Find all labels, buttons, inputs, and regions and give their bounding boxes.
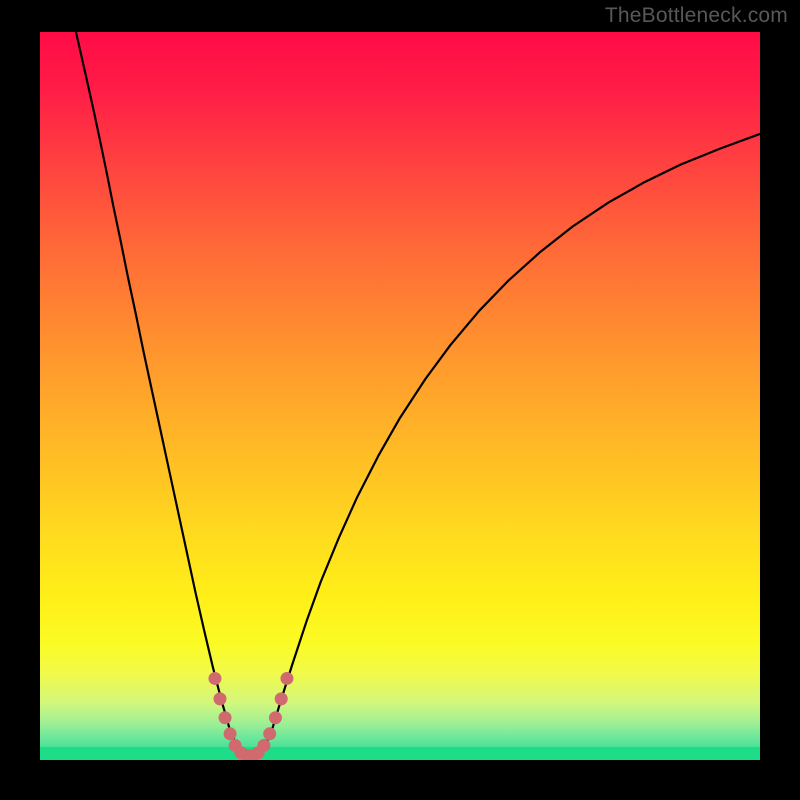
chart-plot-area xyxy=(40,32,760,760)
curve-markers xyxy=(40,32,760,760)
curve-marker xyxy=(224,728,236,740)
curve-marker xyxy=(281,672,293,684)
curve-marker xyxy=(258,739,270,751)
curve-marker xyxy=(275,693,287,705)
curve-marker xyxy=(214,693,226,705)
curve-marker xyxy=(269,712,281,724)
curve-marker xyxy=(219,712,231,724)
watermark-text: TheBottleneck.com xyxy=(605,4,788,28)
curve-marker xyxy=(209,672,221,684)
curve-marker xyxy=(264,728,276,740)
